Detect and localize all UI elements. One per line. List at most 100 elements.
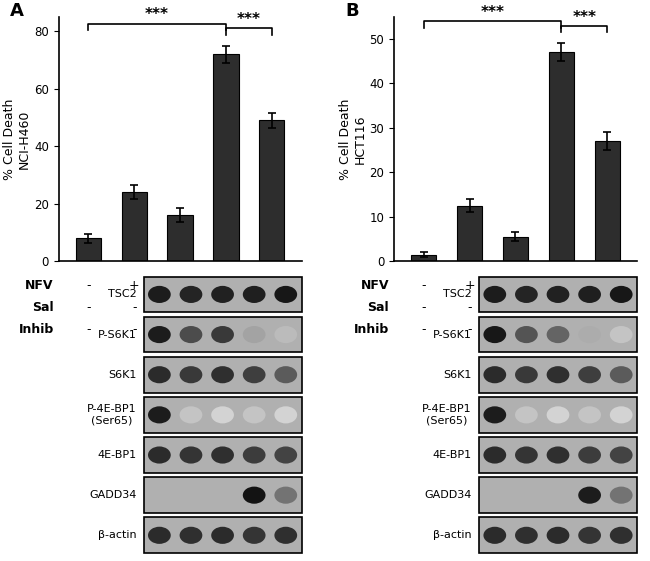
Text: -: -: [178, 279, 182, 292]
Ellipse shape: [547, 286, 569, 303]
Text: +: +: [602, 279, 612, 292]
Ellipse shape: [274, 326, 297, 343]
Ellipse shape: [179, 527, 202, 544]
Ellipse shape: [211, 286, 234, 303]
Text: +: +: [602, 301, 612, 314]
Text: +: +: [266, 301, 277, 314]
Text: ***: ***: [572, 10, 596, 25]
Text: -: -: [421, 301, 426, 314]
Text: GADD34: GADD34: [89, 490, 136, 500]
Ellipse shape: [274, 486, 297, 504]
Ellipse shape: [515, 366, 538, 383]
Ellipse shape: [243, 447, 266, 463]
Ellipse shape: [274, 366, 297, 383]
Ellipse shape: [610, 527, 632, 544]
Bar: [479, 397, 637, 433]
Text: +: +: [129, 279, 140, 292]
Bar: [168, 215, 192, 261]
Ellipse shape: [484, 286, 506, 303]
Bar: [144, 317, 302, 352]
Ellipse shape: [243, 326, 266, 343]
Bar: [549, 52, 574, 261]
Bar: [144, 397, 302, 433]
Ellipse shape: [211, 527, 234, 544]
Ellipse shape: [610, 447, 632, 463]
Text: +: +: [266, 279, 277, 292]
Bar: [144, 517, 302, 553]
Text: β-actin: β-actin: [433, 530, 472, 540]
Ellipse shape: [179, 286, 202, 303]
Text: NFV: NFV: [361, 279, 389, 292]
Bar: [144, 357, 302, 393]
Ellipse shape: [484, 527, 506, 544]
Text: -: -: [224, 323, 228, 336]
Ellipse shape: [211, 406, 234, 424]
Ellipse shape: [610, 486, 632, 504]
Ellipse shape: [484, 366, 506, 383]
Bar: [479, 517, 637, 553]
Bar: [122, 192, 147, 261]
Ellipse shape: [578, 366, 601, 383]
Text: -: -: [514, 279, 517, 292]
Ellipse shape: [211, 447, 234, 463]
Text: +: +: [556, 279, 567, 292]
Ellipse shape: [547, 366, 569, 383]
Text: -: -: [86, 279, 90, 292]
Ellipse shape: [179, 447, 202, 463]
Text: TSC2: TSC2: [107, 289, 136, 300]
Text: +: +: [510, 301, 521, 314]
Bar: [503, 237, 528, 261]
Ellipse shape: [179, 406, 202, 424]
Text: -: -: [86, 301, 90, 314]
Ellipse shape: [243, 286, 266, 303]
Text: B: B: [345, 2, 359, 20]
Text: ***: ***: [237, 12, 261, 27]
Bar: [457, 206, 482, 261]
Text: -: -: [178, 323, 182, 336]
Ellipse shape: [211, 366, 234, 383]
Text: -: -: [467, 323, 472, 336]
Bar: [479, 357, 637, 393]
Ellipse shape: [578, 527, 601, 544]
Text: Sal: Sal: [32, 301, 54, 314]
Bar: [479, 437, 637, 473]
Text: Sal: Sal: [367, 301, 389, 314]
Ellipse shape: [211, 326, 234, 343]
Text: TSC2: TSC2: [443, 289, 472, 300]
Text: -: -: [132, 323, 136, 336]
Ellipse shape: [274, 447, 297, 463]
Text: P-4E-BP1
(Ser65): P-4E-BP1 (Ser65): [86, 404, 136, 426]
Ellipse shape: [274, 286, 297, 303]
Bar: [259, 120, 284, 261]
Bar: [479, 477, 637, 513]
Ellipse shape: [578, 486, 601, 504]
Ellipse shape: [515, 527, 538, 544]
Text: S6K1: S6K1: [108, 370, 136, 380]
Ellipse shape: [610, 326, 632, 343]
Ellipse shape: [578, 447, 601, 463]
Ellipse shape: [547, 527, 569, 544]
Ellipse shape: [484, 447, 506, 463]
Ellipse shape: [484, 326, 506, 343]
Ellipse shape: [515, 326, 538, 343]
Ellipse shape: [274, 406, 297, 424]
Bar: [144, 477, 302, 513]
Y-axis label: % Cell Death
NCI-H460: % Cell Death NCI-H460: [3, 98, 31, 180]
Ellipse shape: [243, 366, 266, 383]
Ellipse shape: [515, 286, 538, 303]
Text: +: +: [220, 279, 231, 292]
Ellipse shape: [578, 326, 601, 343]
Text: S6K1: S6K1: [443, 370, 472, 380]
Ellipse shape: [547, 406, 569, 424]
Ellipse shape: [243, 406, 266, 424]
Ellipse shape: [610, 286, 632, 303]
Text: -: -: [86, 323, 90, 336]
Text: Inhib: Inhib: [18, 323, 54, 336]
Text: -: -: [559, 323, 564, 336]
Ellipse shape: [148, 286, 171, 303]
Text: +: +: [556, 301, 567, 314]
Ellipse shape: [515, 406, 538, 424]
Bar: [479, 277, 637, 312]
Text: P-4E-BP1
(Ser65): P-4E-BP1 (Ser65): [422, 404, 472, 426]
Text: Rap: Rap: [260, 323, 284, 336]
